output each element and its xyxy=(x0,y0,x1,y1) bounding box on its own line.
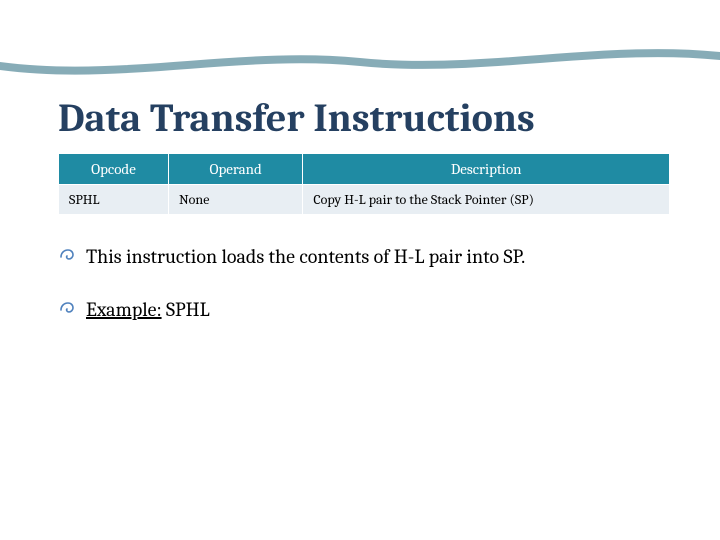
col-header-opcode: Opcode xyxy=(59,154,169,185)
bullet-item: This instruction loads the contents of H… xyxy=(58,243,670,270)
bullet-list: This instruction loads the contents of H… xyxy=(58,243,670,323)
table-row: SPHL None Copy H-L pair to the Stack Poi… xyxy=(59,185,670,215)
col-header-operand: Operand xyxy=(168,154,302,185)
cell-opcode: SPHL xyxy=(59,185,169,215)
cell-description: Copy H-L pair to the Stack Pointer (SP) xyxy=(303,185,670,215)
table-header-row: Opcode Operand Description xyxy=(59,154,670,185)
slide-title: Data Transfer Instructions xyxy=(58,95,670,141)
cell-operand: None xyxy=(168,185,302,215)
example-value: SPHL xyxy=(162,298,210,321)
col-header-description: Description xyxy=(303,154,670,185)
example-label: Example: xyxy=(86,298,162,321)
swirl-icon xyxy=(58,247,78,267)
bullet-item: Example: SPHL xyxy=(58,296,670,323)
bullet-text: This instruction loads the contents of H… xyxy=(86,245,525,268)
swirl-icon xyxy=(58,300,78,320)
instruction-table: Opcode Operand Description SPHL None Cop… xyxy=(58,153,670,215)
